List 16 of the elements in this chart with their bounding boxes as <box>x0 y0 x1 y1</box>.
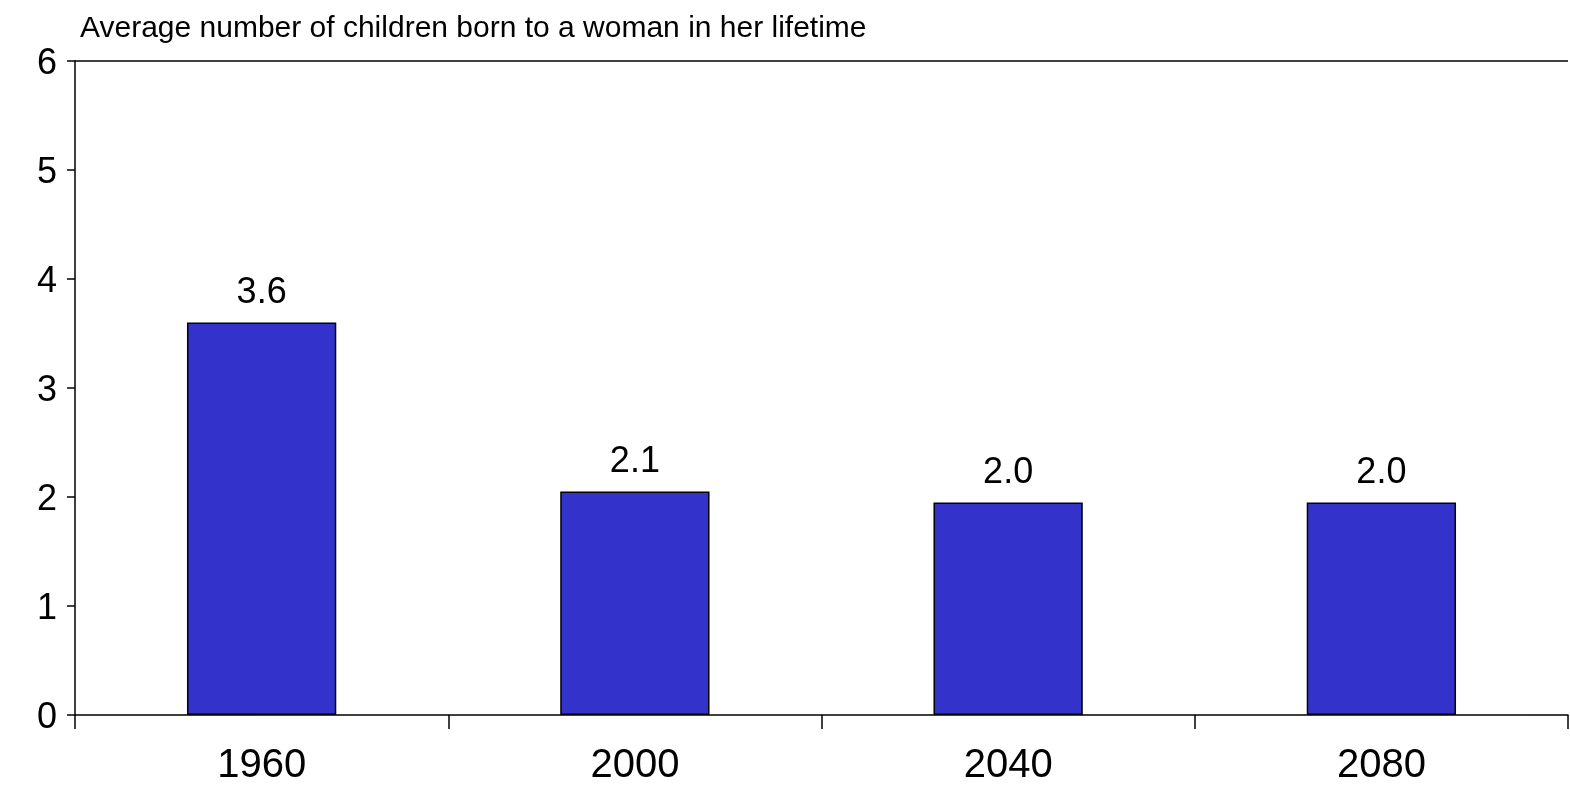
y-axis-title: Average number of children born to a woman in her lifetime <box>80 9 867 43</box>
y-tick-label: 0 <box>36 694 57 736</box>
y-tick-label: 6 <box>36 40 57 82</box>
y-tick-label: 4 <box>36 258 57 300</box>
x-tick-label: 2040 <box>963 741 1053 785</box>
data-label: 2.0 <box>983 449 1034 491</box>
y-tick-label: 5 <box>36 149 57 191</box>
y-tick-label: 1 <box>36 585 57 627</box>
data-label: 2.1 <box>609 439 660 481</box>
x-tick-label: 2000 <box>590 741 680 785</box>
x-tick-label: 1960 <box>217 741 307 785</box>
data-label: 2.0 <box>1356 449 1407 491</box>
x-tick-label: 2080 <box>1336 741 1426 785</box>
y-tick-label: 3 <box>36 367 57 409</box>
y-tick-label: 2 <box>36 476 57 518</box>
data-label: 3.6 <box>236 270 287 312</box>
